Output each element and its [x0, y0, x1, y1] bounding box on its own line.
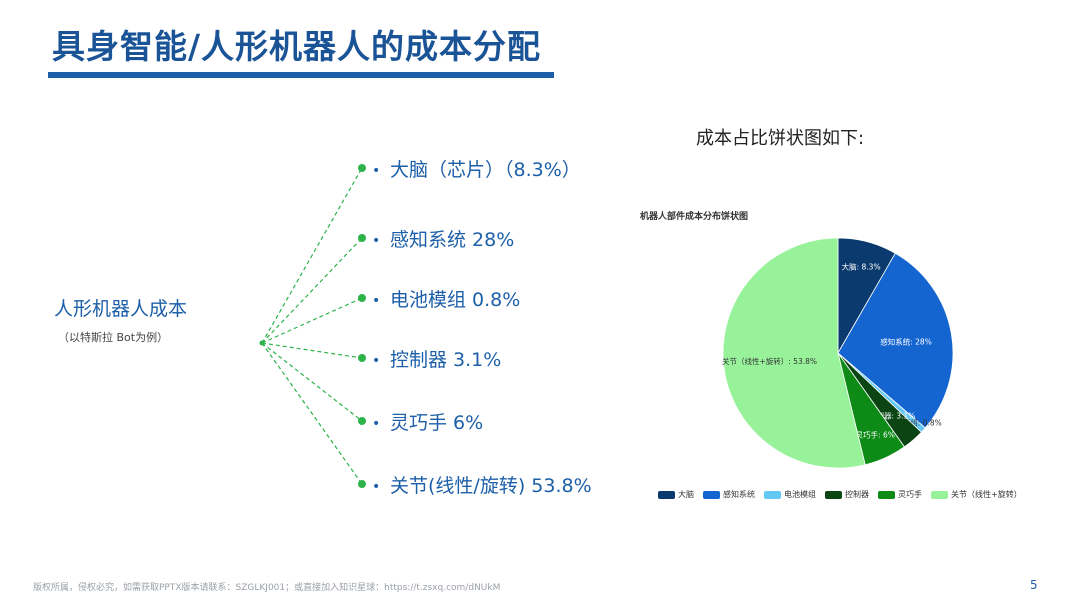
- branch-node-dot: [358, 354, 366, 362]
- chart-heading: 成本占比饼状图如下:: [696, 128, 865, 149]
- branch-label: 感知系统 28%: [390, 229, 515, 251]
- pie-chart-title: 机器人部件成本分布饼状图: [640, 212, 749, 222]
- pie-data-label: 关节（线性+旋转）: 53.8%: [722, 356, 817, 366]
- tree-connector: [261, 167, 363, 344]
- branch-label: 控制器 3.1%: [390, 349, 502, 371]
- tree-connector: [261, 297, 363, 344]
- legend-label: 灵巧手: [898, 490, 922, 499]
- pie-data-label: 感知系统: 28%: [880, 336, 932, 346]
- tree-connector: [261, 237, 363, 344]
- branch-item: • 感知系统 28%: [372, 225, 514, 252]
- tree-connector: [261, 342, 363, 359]
- legend-swatch: [764, 490, 781, 499]
- branch-label: 关节(线性/旋转) 53.8%: [390, 475, 592, 497]
- pie-chart: 大脑: 8.3% 感知系统: 28% 电池模组: 0.8%控制器: 3.1% 灵巧手:…: [722, 237, 954, 469]
- bullet-icon: •: [372, 478, 381, 495]
- legend-entry: 灵巧手: [878, 489, 922, 500]
- tree-root-label: 人形机器人成本: [54, 298, 188, 320]
- pie-slice: [722, 237, 866, 469]
- branch-node-dot: [358, 294, 366, 302]
- bullet-icon: •: [372, 415, 381, 432]
- pie-legend: 大脑 感知系统 电池模组 控制器 灵巧手 关节（线性+旋转）: [658, 489, 1022, 500]
- legend-swatch: [878, 490, 895, 499]
- legend-entry: 感知系统: [703, 489, 755, 500]
- pie-data-label: 灵巧手: 6%: [856, 430, 895, 440]
- branch-node-dot: [358, 234, 366, 242]
- branch-label: 大脑（芯片）（8.3%）: [390, 159, 581, 181]
- branch-item: • 电池模组 0.8%: [372, 285, 520, 312]
- legend-label: 关节（线性+旋转）: [951, 490, 1022, 499]
- pie-data-label: 大脑: 8.3%: [842, 261, 881, 271]
- legend-entry: 大脑: [658, 489, 694, 500]
- legend-entry: 关节（线性+旋转）: [931, 489, 1022, 500]
- slide-title: 具身智能/人形机器人的成本分配: [52, 27, 542, 66]
- branch-node-dot: [358, 480, 366, 488]
- legend-label: 感知系统: [723, 490, 755, 499]
- legend-swatch: [825, 490, 842, 499]
- tree-root-dot: [259, 340, 265, 346]
- branch-node-dot: [358, 417, 366, 425]
- pie-slice: [837, 252, 954, 429]
- branch-item: • 关节(线性/旋转) 53.8%: [372, 471, 592, 498]
- branch-item: • 灵巧手 6%: [372, 408, 483, 435]
- tree-connector: [261, 342, 363, 422]
- legend-swatch: [931, 490, 948, 499]
- page-number: 5: [1030, 578, 1038, 592]
- bullet-icon: •: [372, 292, 381, 309]
- bullet-icon: •: [372, 352, 381, 369]
- pie-data-label: 电池模组: 0.8%: [888, 417, 942, 427]
- tree-root-subtitle: （以特斯拉 Bot为例）: [58, 331, 169, 344]
- legend-swatch: [658, 490, 675, 499]
- legend-entry: 电池模组: [764, 489, 816, 500]
- branch-item: • 大脑（芯片）（8.3%）: [372, 155, 581, 182]
- bullet-icon: •: [372, 232, 381, 249]
- legend-entry: 控制器: [825, 489, 869, 500]
- legend-swatch: [703, 490, 720, 499]
- legend-label: 控制器: [845, 490, 869, 499]
- branch-node-dot: [358, 164, 366, 172]
- title-underline: [48, 72, 554, 78]
- tree-connector: [261, 342, 363, 485]
- bullet-icon: •: [372, 162, 381, 179]
- legend-label: 电池模组: [784, 490, 816, 499]
- branch-label: 灵巧手 6%: [390, 412, 484, 434]
- branch-item: • 控制器 3.1%: [372, 345, 501, 372]
- footer-copyright: 版权所属，侵权必究，如需获取PPTX版本请联系：SZGLKJ001；或直接加入知…: [33, 583, 501, 593]
- branch-label: 电池模组 0.8%: [390, 289, 521, 311]
- pie-data-label: 控制器: 3.1%: [869, 411, 915, 421]
- legend-label: 大脑: [678, 490, 694, 499]
